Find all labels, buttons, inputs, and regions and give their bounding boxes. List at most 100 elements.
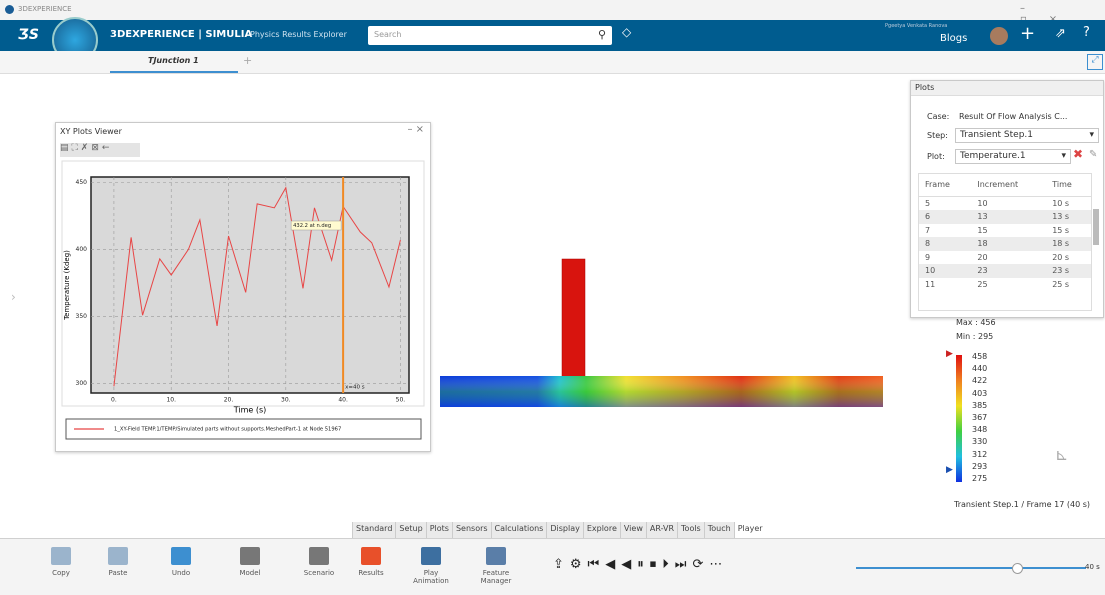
toolbar-button[interactable]: Feature Manager [472,547,520,585]
simulation-view [430,250,900,420]
table-cell: 20 s [1046,251,1091,265]
toolbar-button[interactable]: Scenario [295,547,343,577]
search-icon[interactable]: ⚲ [598,28,606,41]
column-header: Frame [919,174,971,196]
slider-handle[interactable] [1012,563,1023,574]
toolbar-tab[interactable]: Calculations [491,522,547,538]
x-tick-label: 10. [166,397,176,404]
button-label: Results [358,569,383,577]
table-row: 102323 s [919,264,1091,278]
toolbar-tab[interactable]: AR-VR [646,522,677,538]
table-cell: 8 [919,237,971,251]
toolbar-tab[interactable]: View [620,522,646,538]
table-cell: 20 [971,251,1046,265]
table-cell: 10 s [1046,196,1091,210]
player-controls[interactable]: ⇪⚙⏮◀◀⏸⏹⏵⏭⟳⋯ [553,557,728,572]
avatar[interactable] [990,27,1008,45]
column-header: Increment [971,174,1046,196]
button-label: Feature Manager [481,569,512,585]
button-icon [108,547,128,565]
time-slider[interactable] [856,567,1086,569]
table-cell: 13 [971,210,1046,224]
toolbar-tab[interactable]: Explore [583,522,620,538]
axis-triad: ⊾ [1055,445,1068,464]
tab-bar: TJunction 1 + ⤢ [0,51,1105,74]
color-bar-label: 312 [972,450,987,459]
tab[interactable]: TJunction 1 [110,51,238,73]
toolbar-button[interactable]: Model [226,547,274,577]
toolbar-tab[interactable]: Tools [677,522,704,538]
toolbar-tab[interactable]: Plots [426,522,452,538]
time-value: 40 s [1085,563,1100,571]
button-icon [361,547,381,565]
button-icon [171,547,191,565]
x-axis-label: Time (s) [233,406,267,415]
user-name: Pgeetya Venkata Ranova [885,23,947,29]
color-bar-label: 330 [972,437,987,446]
case-value: Result Of Flow Analysis C... [959,112,1067,121]
cursor-label: x=40 s [345,385,365,391]
table-row: 92020 s [919,251,1091,265]
toolbar-tab[interactable]: Display [546,522,583,538]
search-box[interactable]: Search ⚲ [368,26,612,45]
y-axis-label: Temperature (Kdeg) [63,250,71,321]
table-cell: 18 [971,237,1046,251]
toolbar-tab[interactable]: Sensors [452,522,491,538]
plot-label: Plot: [927,152,945,161]
table-cell: 25 [971,278,1046,292]
edit-icon[interactable]: ✎ [1089,149,1097,160]
y-tick-label: 400 [76,246,88,253]
top-bar: ƷS 3DEXPERIENCE | SIMULIA Physics Result… [0,20,1105,51]
y-tick-label: 300 [76,380,88,387]
help-icon[interactable]: ? [1083,25,1090,40]
side-expander[interactable]: › [11,290,16,304]
button-label: Scenario [304,569,334,577]
frames-table-wrap: FrameIncrementTime51010 s61313 s71515 s8… [918,173,1092,311]
legend-max: Max : 456 [956,318,996,327]
add-icon[interactable]: + [1020,23,1035,44]
button-label: Paste [109,569,128,577]
button-icon [421,547,441,565]
expand-button[interactable]: ⤢ [1087,54,1103,70]
table-cell: 18 s [1046,237,1091,251]
tag-icon[interactable]: ◇ [622,25,631,39]
main-pipe-shading [440,376,883,407]
share-icon[interactable]: ⇗ [1055,26,1066,41]
toolbar-button[interactable]: Undo [157,547,205,577]
x-tick-label: 40. [338,397,348,404]
step-value: Transient Step.1 [960,130,1033,140]
new-tab[interactable]: + [243,54,252,67]
y-tick-label: 350 [76,313,88,320]
workspace[interactable]: Blogs [940,33,967,44]
x-tick-label: 0. [111,397,117,404]
tab-label: TJunction 1 [148,56,199,65]
frames-table: FrameIncrementTime51010 s61313 s71515 s8… [919,174,1091,291]
toolbar-tab[interactable]: Setup [395,522,425,538]
table-row: 61313 s [919,210,1091,224]
button-label: Undo [172,569,190,577]
xy-plot: 3003504004500.10.20.30.40.50.Time (s)Tem… [56,123,430,451]
toolbar-tab[interactable]: Touch [704,522,734,538]
action-bar: ⇪⚙⏮◀◀⏸⏹⏵⏭⟳⋯ 40 s Copy Paste Undo Model Scena… [0,538,1105,595]
plot-value: Temperature.1 [960,151,1026,161]
color-bar-label: 458 [972,352,987,361]
color-bar-label: 367 [972,413,987,422]
table-cell: 10 [971,196,1046,210]
toolbar-button[interactable]: Play Animation [407,547,455,585]
toolbar-button[interactable]: Paste [94,547,142,577]
toolbar-button[interactable]: Copy [37,547,85,577]
toolbar-button[interactable]: Results [347,547,395,577]
legend-label: 1_XY-Field TEMP.1/TEMP/Simulated parts w… [114,427,341,433]
toolbar-tab[interactable]: Standard [352,522,395,538]
page: Physics Results Explorer { "window": {"t… [0,0,1105,594]
button-icon [309,547,329,565]
color-bar-label: 403 [972,389,987,398]
step-select[interactable]: Transient Step.1▾ [955,128,1099,143]
scrollbar[interactable] [1093,209,1099,245]
table-cell: 9 [919,251,971,265]
table-cell: 7 [919,224,971,238]
plot-select[interactable]: Temperature.1▾ [955,149,1071,164]
plot-icon[interactable]: ✖ [1073,147,1083,161]
toolbar-tab[interactable]: Player [734,522,766,538]
